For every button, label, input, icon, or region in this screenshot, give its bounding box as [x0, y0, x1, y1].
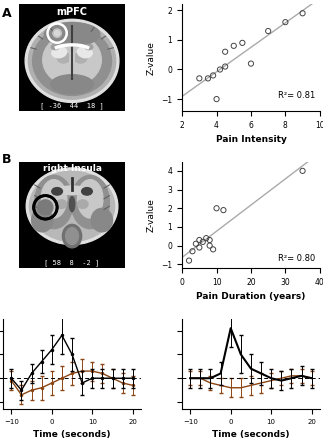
- Ellipse shape: [70, 51, 74, 64]
- Text: A: A: [2, 7, 11, 20]
- Ellipse shape: [25, 19, 119, 103]
- Point: [197, 244, 202, 251]
- Point: [266, 28, 271, 35]
- Point: [203, 235, 209, 242]
- Ellipse shape: [51, 75, 93, 94]
- Ellipse shape: [85, 44, 93, 50]
- Point: [186, 257, 192, 264]
- Point: [211, 246, 216, 253]
- X-axis label: Time (seconds): Time (seconds): [33, 430, 111, 440]
- Ellipse shape: [41, 180, 67, 218]
- Ellipse shape: [62, 224, 82, 248]
- Ellipse shape: [43, 34, 101, 85]
- Ellipse shape: [56, 200, 67, 209]
- Point: [231, 42, 236, 49]
- Ellipse shape: [35, 176, 73, 229]
- Ellipse shape: [78, 47, 92, 58]
- Point: [207, 236, 212, 243]
- Point: [300, 10, 305, 17]
- Text: B: B: [2, 153, 11, 166]
- Text: R²= 0.80: R²= 0.80: [278, 254, 316, 263]
- Point: [197, 75, 202, 82]
- Ellipse shape: [66, 227, 78, 245]
- Point: [205, 75, 211, 82]
- Point: [240, 39, 245, 46]
- X-axis label: Pain Duration (years): Pain Duration (years): [196, 292, 306, 301]
- Ellipse shape: [26, 168, 118, 245]
- Ellipse shape: [82, 187, 92, 195]
- Text: [ -36  44  18 ]: [ -36 44 18 ]: [40, 102, 104, 109]
- Point: [190, 248, 195, 255]
- Ellipse shape: [57, 52, 70, 63]
- Ellipse shape: [53, 29, 61, 37]
- Ellipse shape: [28, 22, 116, 99]
- Y-axis label: Z-value: Z-value: [147, 198, 156, 232]
- Ellipse shape: [33, 26, 111, 95]
- Ellipse shape: [32, 209, 53, 232]
- Ellipse shape: [52, 47, 67, 58]
- Point: [283, 18, 288, 26]
- Text: mPFC: mPFC: [57, 7, 88, 17]
- Ellipse shape: [38, 200, 53, 215]
- Ellipse shape: [78, 180, 103, 218]
- Ellipse shape: [51, 44, 59, 50]
- Point: [214, 205, 219, 212]
- Y-axis label: Z-value: Z-value: [147, 41, 156, 75]
- Point: [193, 240, 199, 247]
- Ellipse shape: [44, 22, 100, 46]
- X-axis label: Time (seconds): Time (seconds): [212, 430, 290, 440]
- Ellipse shape: [55, 30, 60, 36]
- Point: [197, 236, 202, 243]
- Point: [217, 66, 223, 73]
- Ellipse shape: [91, 209, 112, 232]
- Text: R²= 0.81: R²= 0.81: [278, 91, 316, 100]
- Point: [223, 63, 228, 70]
- Ellipse shape: [74, 52, 87, 63]
- Ellipse shape: [78, 200, 88, 209]
- Point: [223, 48, 228, 55]
- Ellipse shape: [71, 176, 109, 229]
- Ellipse shape: [69, 197, 75, 212]
- Ellipse shape: [52, 187, 62, 195]
- Text: [ 58  8  -2 ]: [ 58 8 -2 ]: [45, 259, 100, 266]
- Point: [221, 207, 226, 214]
- Ellipse shape: [29, 171, 115, 242]
- Point: [248, 60, 254, 67]
- Point: [200, 238, 205, 246]
- Point: [214, 95, 219, 103]
- Point: [207, 242, 212, 249]
- X-axis label: Pain Intensity: Pain Intensity: [215, 135, 287, 144]
- Point: [300, 167, 305, 174]
- Text: right Insula: right Insula: [43, 165, 101, 173]
- Ellipse shape: [56, 186, 88, 194]
- Point: [211, 72, 216, 79]
